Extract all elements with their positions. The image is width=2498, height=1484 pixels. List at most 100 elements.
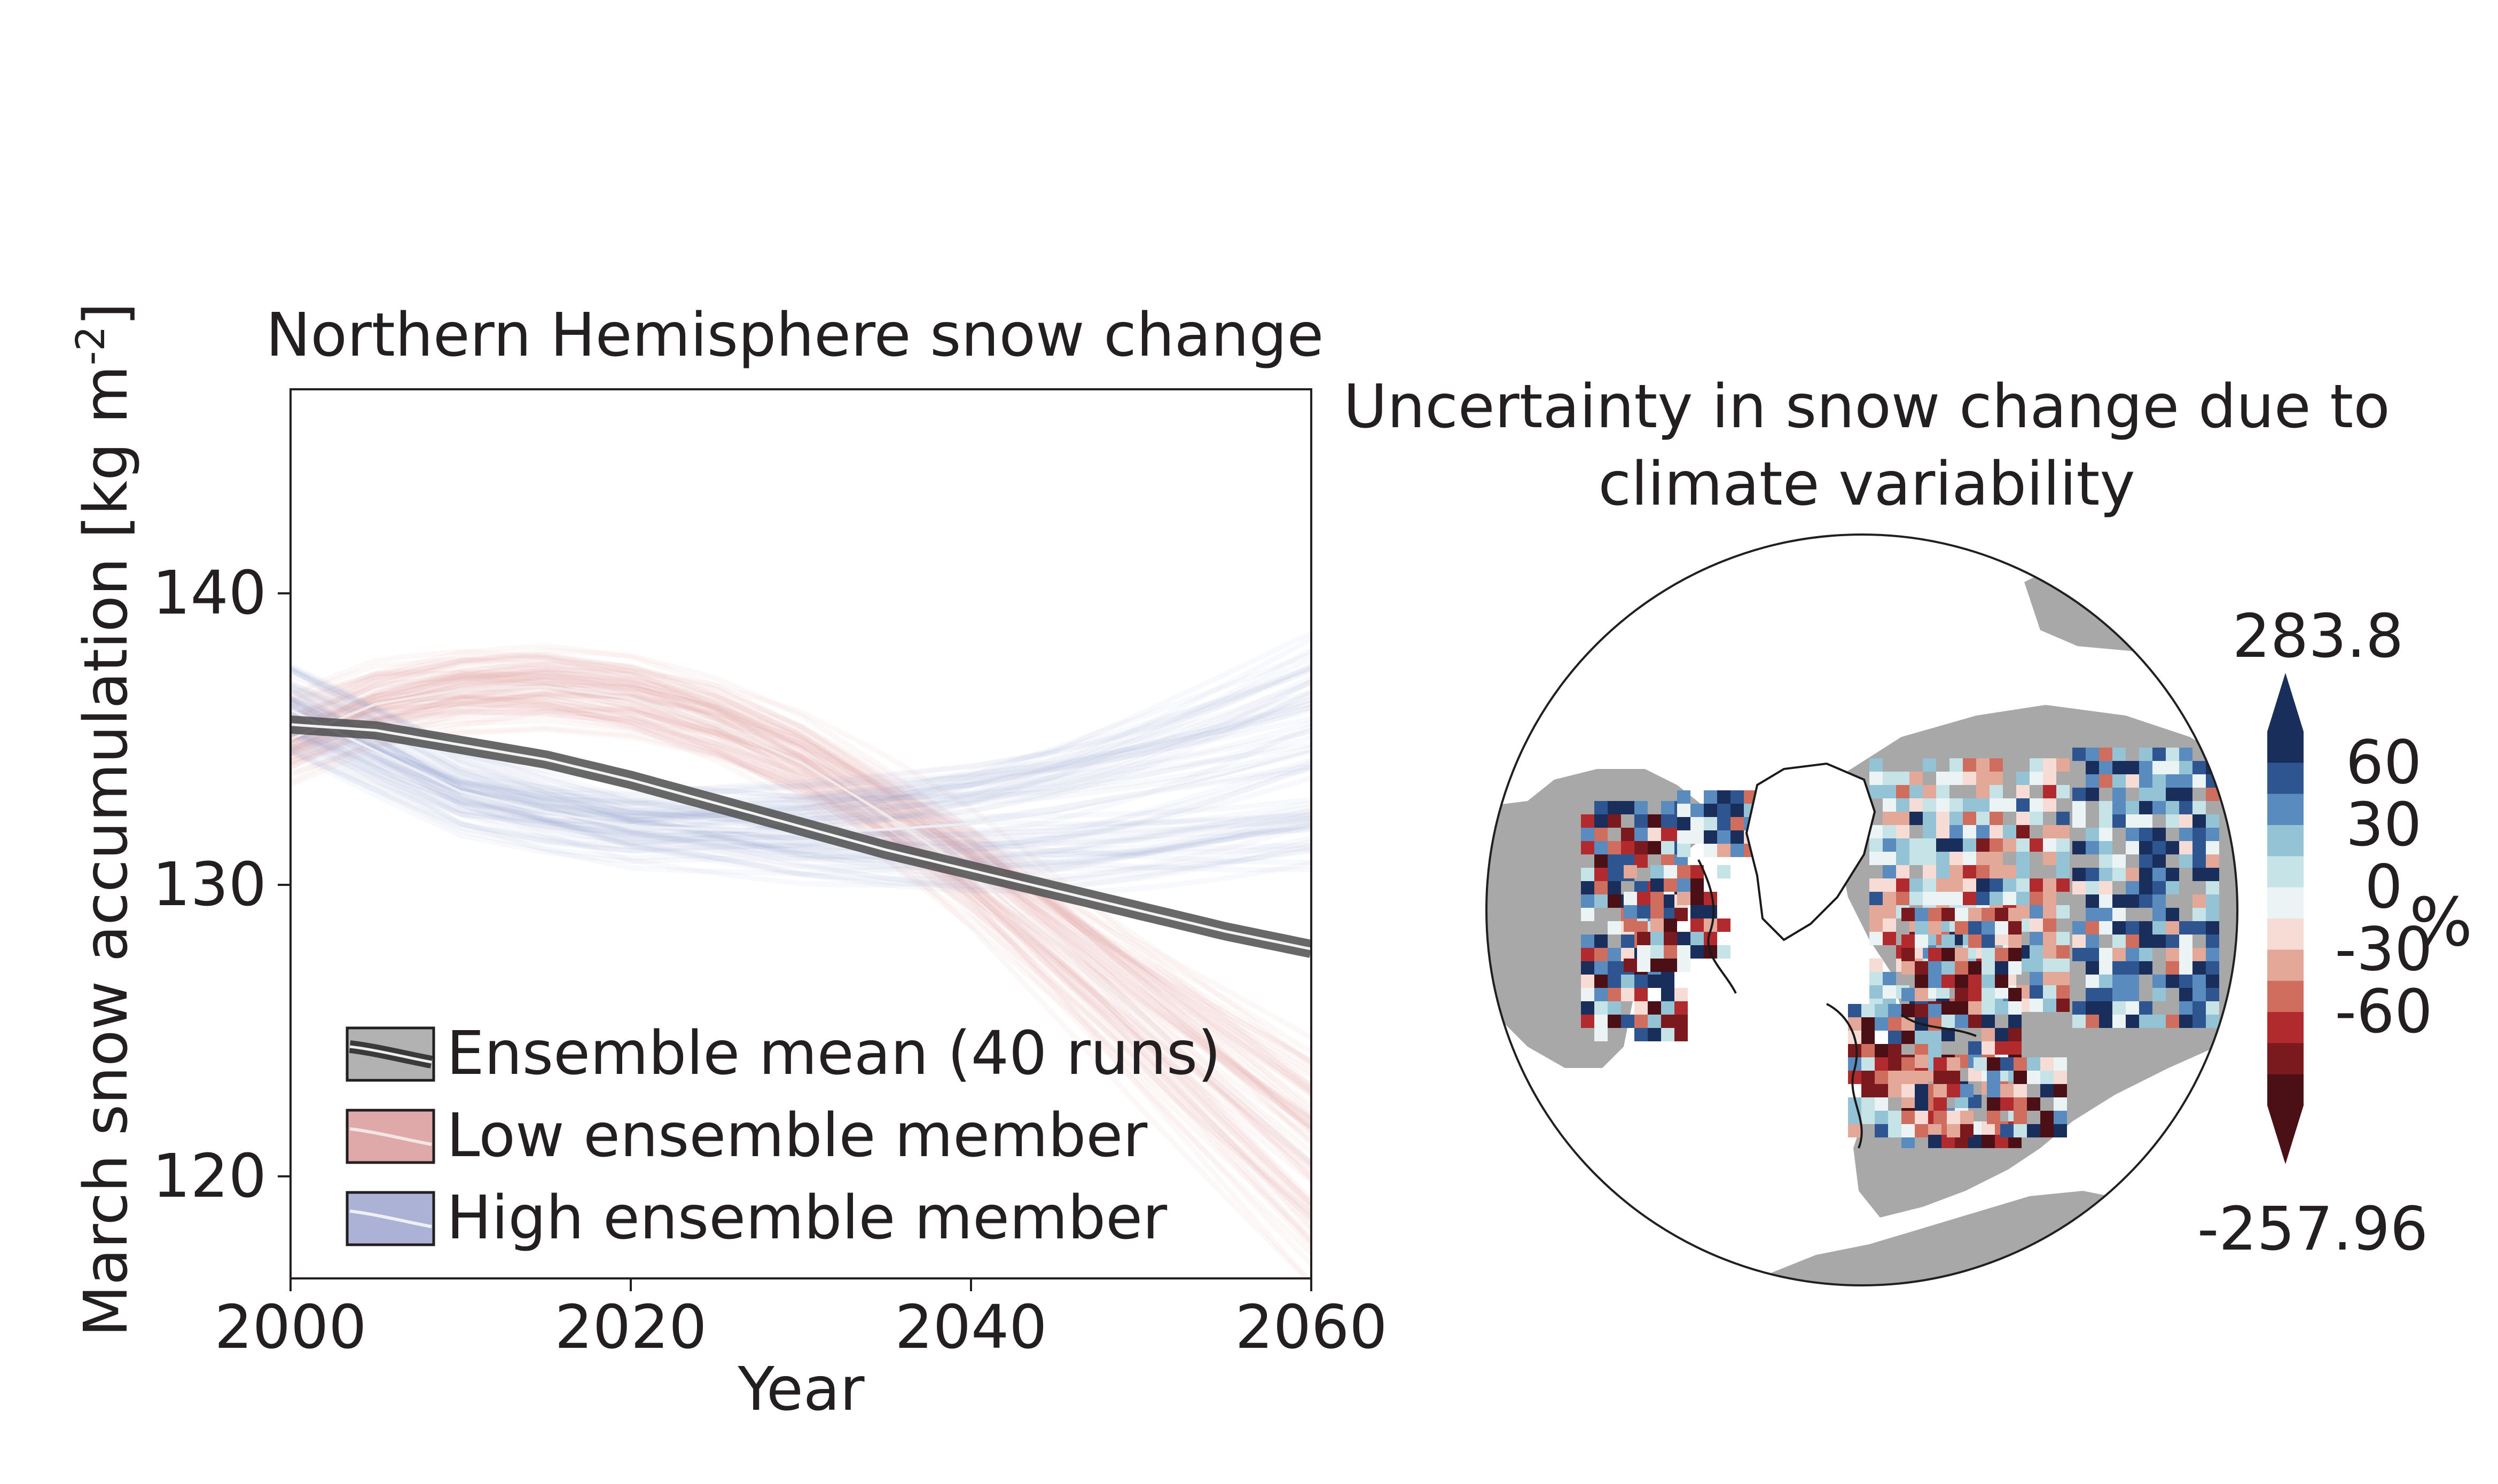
map-cell bbox=[2072, 921, 2086, 935]
map-cell bbox=[1955, 961, 1968, 975]
map-cell bbox=[2043, 972, 2056, 985]
map-cell bbox=[2043, 772, 2056, 785]
map-cell bbox=[1936, 825, 1949, 838]
map-cell bbox=[2126, 894, 2139, 908]
map-cell bbox=[2008, 1028, 2022, 1041]
map-cell bbox=[1955, 908, 1968, 921]
map-cell bbox=[1883, 892, 1896, 905]
map-cell bbox=[1963, 772, 1976, 785]
greenland-outline bbox=[1745, 762, 1876, 941]
map-cell bbox=[1901, 948, 1915, 961]
map-cell bbox=[1982, 908, 1995, 921]
map-cell bbox=[1982, 961, 1995, 975]
map-cell bbox=[2000, 1084, 2014, 1097]
map-cell bbox=[1955, 1001, 1968, 1015]
map-cell bbox=[2206, 988, 2219, 1001]
map-cell bbox=[1928, 961, 1941, 975]
map-cell bbox=[2139, 935, 2152, 948]
map-cell bbox=[1982, 1028, 1995, 1041]
map-cell bbox=[1955, 948, 1968, 961]
map-cell bbox=[1861, 1044, 1875, 1057]
map-cell bbox=[1637, 932, 1650, 945]
map-cell bbox=[1949, 838, 1963, 852]
map-cell bbox=[1990, 798, 2003, 812]
map-cell bbox=[1941, 908, 1955, 921]
map-cell bbox=[2166, 908, 2179, 921]
map-cell bbox=[1909, 838, 1923, 852]
map-cell bbox=[2099, 908, 2112, 921]
x-axis-label: Year bbox=[737, 1355, 865, 1424]
ensemble-spread-line bbox=[291, 725, 1311, 824]
map-cell bbox=[1875, 1004, 1888, 1017]
map-cell bbox=[1909, 785, 1923, 798]
map-cell bbox=[2016, 878, 2030, 892]
map-cell bbox=[2139, 774, 2152, 788]
map-cell bbox=[1594, 801, 1608, 814]
map-cell bbox=[2166, 761, 2179, 774]
map-cell bbox=[2000, 1124, 2014, 1137]
map-cell bbox=[2099, 948, 2112, 961]
map-cell bbox=[2112, 774, 2126, 788]
map-cell bbox=[1581, 975, 1594, 988]
map-cell bbox=[1987, 1111, 2000, 1124]
map-cell bbox=[1608, 961, 1621, 975]
map-cell bbox=[1594, 988, 1608, 1001]
map-cell bbox=[2206, 854, 2219, 868]
map-cell bbox=[1987, 1084, 2000, 1097]
map-cell bbox=[1995, 948, 2008, 961]
colorbar-swatch bbox=[2267, 1074, 2304, 1106]
ensemble-spread-line bbox=[291, 705, 1311, 806]
map-cell bbox=[2043, 758, 2056, 772]
map-cell bbox=[1608, 854, 1621, 868]
map-cell bbox=[1933, 1084, 1947, 1097]
plot-frame bbox=[289, 388, 1312, 1279]
ensemble-spread-line bbox=[291, 695, 1311, 882]
map-cell bbox=[1955, 921, 1968, 935]
ensemble-spread-line bbox=[291, 665, 1311, 864]
ensemble-spread-line bbox=[291, 652, 1311, 1240]
map-cell bbox=[2179, 988, 2192, 1001]
map-cell bbox=[1634, 814, 1648, 828]
map-cell bbox=[1861, 1017, 1875, 1031]
map-cell bbox=[2126, 801, 2139, 814]
map-cell bbox=[1608, 894, 1621, 908]
ensemble-spread-line bbox=[291, 652, 1311, 1079]
map-cell bbox=[2054, 1057, 2067, 1071]
map-cell bbox=[1941, 1001, 1955, 1015]
map-cell bbox=[2152, 908, 2166, 921]
map-cell bbox=[2139, 788, 2152, 801]
map-cell bbox=[1949, 825, 1963, 838]
map-cell bbox=[1883, 852, 1896, 865]
map-cell bbox=[1730, 804, 1744, 817]
map-cell bbox=[1717, 817, 1730, 830]
map-cell bbox=[1581, 961, 1594, 975]
map-cell bbox=[1915, 1097, 1928, 1111]
ensemble-spread-line bbox=[291, 696, 1311, 1098]
map-cell bbox=[2030, 932, 2043, 945]
map-cell bbox=[1621, 988, 1634, 1001]
map-cell bbox=[1968, 961, 1982, 975]
map-cell bbox=[1637, 959, 1650, 972]
map-cell bbox=[2206, 935, 2219, 948]
map-cell bbox=[1594, 1015, 1608, 1028]
map-cell bbox=[1990, 892, 2003, 905]
map-cell bbox=[2166, 774, 2179, 788]
map-cell bbox=[1909, 892, 1923, 905]
map-cell bbox=[1990, 878, 2003, 892]
map-cell bbox=[2008, 1041, 2022, 1055]
map-cell bbox=[1704, 905, 1717, 918]
map-cell bbox=[1848, 1044, 1861, 1057]
map-cell bbox=[1717, 804, 1730, 817]
map-cell bbox=[2206, 881, 2219, 894]
map-cell bbox=[1664, 945, 1677, 959]
map-cell bbox=[2099, 975, 2112, 988]
map-cell bbox=[2043, 825, 2056, 838]
map-cell bbox=[2152, 774, 2166, 788]
colorbar-swatch bbox=[2267, 1012, 2304, 1044]
map-cell bbox=[2112, 788, 2126, 801]
map-cell bbox=[2112, 814, 2126, 828]
map-cell bbox=[2139, 814, 2152, 828]
map-cell bbox=[2086, 1015, 2099, 1028]
y-tick-label: 130 bbox=[152, 850, 267, 920]
map-cell bbox=[1901, 1124, 1915, 1137]
